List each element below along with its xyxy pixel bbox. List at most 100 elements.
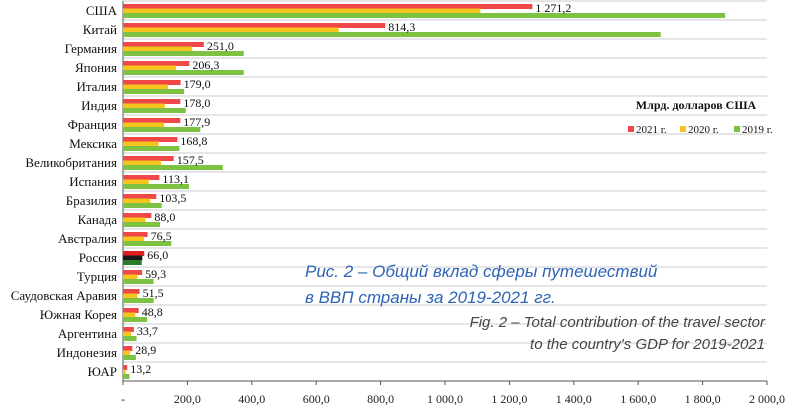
bar-США-2019 г. [123, 13, 726, 18]
value-label: 88,0 [154, 210, 175, 224]
x-tick-label: 600,0 [303, 392, 330, 406]
category-label: Индонезия [57, 345, 117, 360]
bar-Франция-2021 г. [123, 118, 181, 123]
value-label: 206,3 [192, 58, 219, 72]
x-tick-label: 400,0 [238, 392, 265, 406]
category-label: Турция [77, 269, 117, 284]
value-label: 157,5 [177, 153, 204, 167]
caption-en-line2: to the country's GDP for 2019-2021 [530, 336, 765, 353]
bar-Австралия-2021 г. [123, 232, 148, 237]
x-tick-label: - [121, 392, 125, 406]
legend-swatch [680, 126, 686, 132]
bar-Испания-2019 г. [123, 184, 190, 189]
bar-Индия-2020 г. [123, 103, 165, 109]
bar-Россия-2019 г. [123, 260, 142, 265]
bar-Бразилия-2020 г. [123, 198, 151, 204]
bar-Бразилия-2019 г. [123, 203, 162, 208]
category-label: Южная Корея [40, 307, 117, 322]
x-tick-label: 1 200,0 [491, 392, 527, 406]
value-label: 113,1 [162, 172, 189, 186]
category-label: Германия [65, 41, 117, 56]
legend-label: 2020 г. [688, 124, 719, 136]
bar-Аргентина-2019 г. [123, 336, 137, 341]
value-label: 103,5 [159, 191, 186, 205]
value-label: 13,2 [130, 362, 151, 376]
bar-Южная Корея-2019 г. [123, 317, 148, 322]
value-label: 33,7 [137, 324, 158, 338]
x-tick-label: 1 400,0 [556, 392, 592, 406]
bar-Австралия-2020 г. [123, 236, 144, 242]
category-label: Индия [81, 98, 117, 113]
bar-Россия-2021 г. [123, 251, 145, 256]
bar-Индия-2021 г. [123, 99, 181, 104]
x-tick-label: 1 000,0 [427, 392, 463, 406]
bar-Китай-2019 г. [123, 32, 661, 37]
category-label: Великобритания [25, 155, 117, 170]
bar-Турция-2019 г. [123, 279, 154, 284]
value-label: 48,8 [142, 305, 163, 319]
value-label: 814,3 [388, 20, 415, 34]
bar-ЮАР-2020 г. [123, 369, 126, 375]
legend-swatch [628, 126, 634, 132]
bar-Саудовская Аравия-2020 г. [123, 293, 138, 299]
bar-Италия-2020 г. [123, 84, 169, 90]
category-label: Канада [78, 212, 118, 227]
bar-Индонезия-2020 г. [123, 350, 131, 356]
legend-label: 2019 г. [742, 124, 773, 136]
category-label: Испания [69, 174, 117, 189]
bar-Великобритания-2020 г. [123, 160, 161, 166]
category-label: Франция [68, 117, 117, 132]
bar-Германия-2019 г. [123, 51, 244, 56]
category-label: Италия [76, 79, 117, 94]
legend-title: Млрд. долларов США [636, 98, 757, 112]
bar-Канада-2020 г. [123, 217, 146, 223]
value-label: 1 271,2 [535, 1, 571, 15]
category-label: Мексика [69, 136, 117, 151]
category-label: Аргентина [58, 326, 117, 341]
bar-Индия-2019 г. [123, 108, 186, 113]
x-tick-label: 800,0 [367, 392, 394, 406]
bar-Мексика-2020 г. [123, 141, 159, 147]
bar-Аргентина-2021 г. [123, 327, 134, 332]
legend-swatch [734, 126, 740, 132]
bar-Германия-2021 г. [123, 42, 204, 47]
caption-ru-line1: Рис. 2 – Общий вклад сферы путешествий [305, 262, 658, 281]
bar-Индонезия-2019 г. [123, 355, 136, 360]
value-label: 177,9 [183, 115, 210, 129]
bar-Россия-2020 г. [123, 255, 143, 261]
bar-США-2020 г. [123, 8, 481, 14]
bar-Саудовская Аравия-2021 г. [123, 289, 140, 294]
category-label: ЮАР [88, 364, 118, 379]
bar-Турция-2020 г. [123, 274, 138, 280]
bar-Канада-2019 г. [123, 222, 161, 227]
category-label: Япония [75, 60, 117, 75]
bar-Испания-2020 г. [123, 179, 149, 185]
bar-Великобритания-2019 г. [123, 165, 223, 170]
bar-Саудовская Аравия-2019 г. [123, 298, 154, 303]
bar-ЮАР-2021 г. [123, 365, 128, 370]
value-label: 179,0 [184, 77, 211, 91]
bar-Япония-2020 г. [123, 65, 177, 71]
value-label: 178,0 [183, 96, 210, 110]
bar-Великобритания-2021 г. [123, 156, 174, 161]
bar-Италия-2019 г. [123, 89, 185, 94]
bar-Аргентина-2020 г. [123, 331, 132, 337]
bar-Канада-2021 г. [123, 213, 152, 218]
value-label: 168,8 [180, 134, 207, 148]
bar-Япония-2021 г. [123, 61, 190, 66]
bar-Австралия-2019 г. [123, 241, 172, 246]
bar-Мексика-2021 г. [123, 137, 178, 142]
category-label: США [86, 3, 118, 18]
value-label: 251,0 [207, 39, 234, 53]
category-label: Китай [83, 22, 117, 37]
bar-Франция-2019 г. [123, 127, 201, 132]
value-label: 76,5 [151, 229, 172, 243]
value-label: 51,5 [143, 286, 164, 300]
caption-en-line1: Fig. 2 – Total contribution of the trave… [469, 314, 765, 331]
caption-ru-line2: в ВВП страны за 2019-2021 гг. [305, 288, 556, 307]
x-tick-label: 200,0 [174, 392, 201, 406]
bar-Испания-2021 г. [123, 175, 160, 180]
category-label: Россия [79, 250, 117, 265]
value-label: 59,3 [145, 267, 166, 281]
category-label: Австралия [58, 231, 117, 246]
